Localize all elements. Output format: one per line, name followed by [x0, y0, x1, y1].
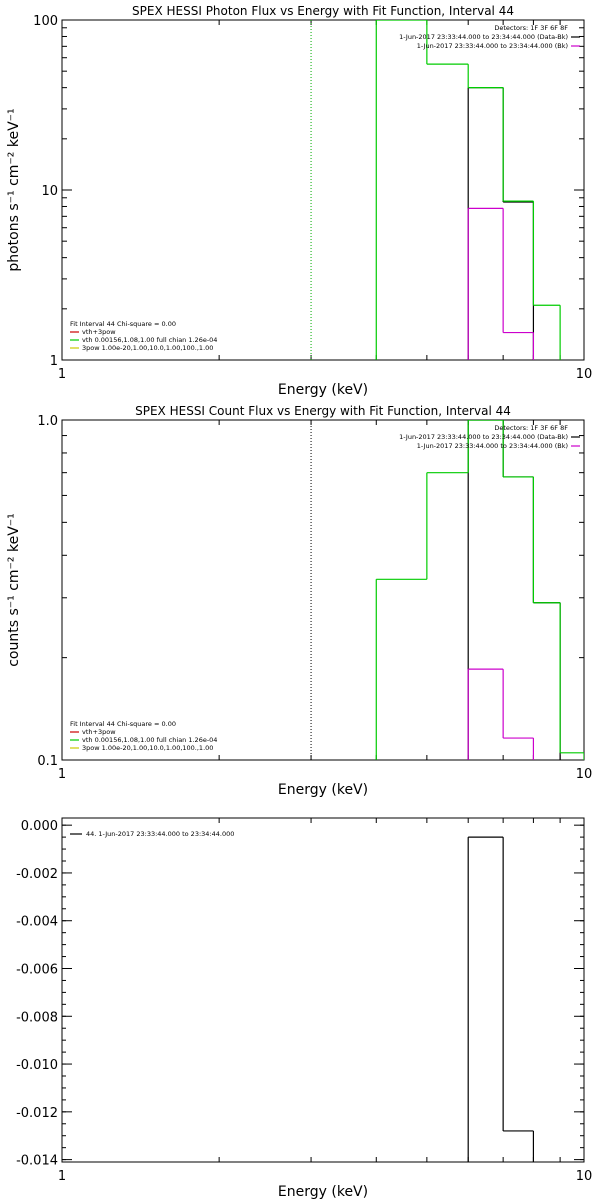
legend-entry: 1-Jun-2017 23:33:44.000 to 23:34:44.000 … — [399, 33, 568, 41]
x-axis-label: Energy (keV) — [278, 782, 368, 798]
legend-entry: Fit Interval 44 Chi-square = 0.00 — [70, 720, 176, 728]
chart-panel-1: SPEX HESSI Photon Flux vs Energy with Fi… — [6, 4, 592, 398]
series-000000 — [467, 836, 535, 1162]
y-tick-label: 0.000 — [21, 819, 58, 834]
legend-entry: Detectors: 1F 3F 6F 8F — [494, 24, 568, 32]
series-cc00cc — [467, 668, 535, 760]
x-tick-label: 1 — [58, 1169, 66, 1184]
legend-entry: Detectors: 1F 3F 6F 8F — [494, 424, 568, 432]
legend-entry: vth+3pow — [82, 728, 116, 736]
legend-entry: vth 0.00156,1.08,1.00 full chian 1.26e-0… — [82, 736, 217, 744]
y-tick-label: -0.006 — [16, 963, 58, 978]
y-tick-label: -0.012 — [16, 1106, 58, 1121]
y-axis-label: photons s⁻¹ cm⁻² keV⁻¹ — [6, 108, 22, 271]
legend-entry: 1-Jun-2017 23:33:44.000 to 23:34:44.000 … — [417, 442, 568, 450]
legend-entry: 3pow 1.00e-20,1.00,10.0,1.00,100.,1.00 — [82, 744, 213, 752]
y-tick-label: -0.004 — [16, 915, 58, 930]
series-000000 — [467, 420, 561, 760]
y-tick-label: 1 — [50, 354, 58, 369]
y-tick-label: 1.0 — [37, 414, 58, 429]
series-00cc00 — [375, 420, 584, 760]
series-00cc00 — [375, 20, 561, 360]
x-axis-label: Energy (keV) — [278, 382, 368, 398]
x-tick-label: 1 — [58, 767, 66, 782]
y-tick-label: -0.002 — [16, 867, 58, 882]
x-tick-label: 10 — [576, 1169, 593, 1184]
y-axis-label: counts s⁻¹ cm⁻² keV⁻¹ — [6, 513, 22, 667]
legend-entry: vth 0.00156,1.08,1.00 full chian 1.26e-0… — [82, 336, 217, 344]
y-tick-label: -0.008 — [16, 1010, 58, 1025]
chart-panel-3: 1 10 0.000 -0.002 -0.004 -0.006 -0.008 -0.010 -0… — [16, 817, 593, 1200]
chart-panel-2: SPEX HESSI Count Flux vs Energy with Fit… — [6, 404, 592, 798]
legend-entry: 1-Jun-2017 23:33:44.000 to 23:34:44.000 … — [417, 42, 568, 50]
y-tick-label: -0.014 — [16, 1154, 58, 1169]
y-tick-label: 0.1 — [37, 754, 58, 769]
plot-frame — [61, 19, 585, 361]
legend-entry: Fit Interval 44 Chi-square = 0.00 — [70, 320, 176, 328]
series-layer — [467, 836, 535, 1162]
legend-entry: 1-Jun-2017 23:33:44.000 to 23:34:44.000 … — [399, 433, 568, 441]
plot-frame — [61, 817, 585, 1163]
series-layer — [375, 20, 561, 360]
series-000000 — [467, 87, 535, 360]
legend-entry: 44. 1-Jun-2017 23:33:44.000 to 23:34:44.… — [86, 830, 234, 838]
x-tick-label: 10 — [576, 367, 593, 382]
chart-title: SPEX HESSI Photon Flux vs Energy with Fi… — [132, 4, 514, 18]
x-tick-label: 1 — [58, 367, 66, 382]
y-tick-label: 10 — [41, 184, 58, 199]
chart-title: SPEX HESSI Count Flux vs Energy with Fit… — [135, 404, 511, 418]
legend-entry: vth+3pow — [82, 328, 116, 336]
x-tick-label: 10 — [576, 767, 593, 782]
series-layer — [375, 420, 584, 760]
y-tick-label: 100 — [33, 14, 58, 29]
y-tick-label: -0.010 — [16, 1058, 58, 1073]
series-cc00cc — [467, 207, 535, 360]
plot-frame — [61, 419, 585, 761]
legend-entry: 3pow 1.00e-20,1.00,10.0,1.00,100.,1.00 — [82, 344, 213, 352]
x-axis-label: Energy (keV) — [278, 1184, 368, 1200]
